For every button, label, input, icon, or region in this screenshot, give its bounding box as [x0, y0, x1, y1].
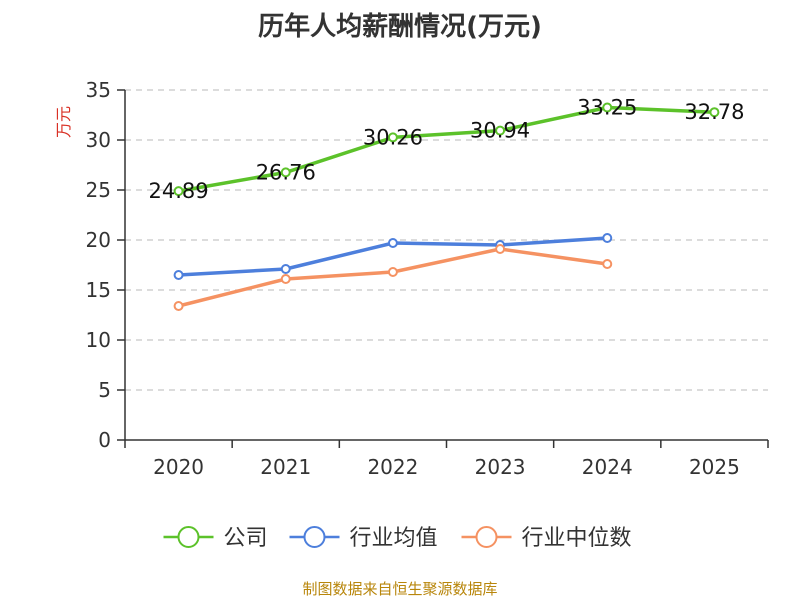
data-point: [280, 274, 291, 284]
legend: 公司 行业均值 行业中位数: [163, 526, 632, 551]
legend-marker-1: [303, 526, 326, 548]
data-point: [387, 132, 398, 143]
legend-label: 行业中位数: [522, 526, 632, 551]
data-label: 24.89: [149, 179, 209, 203]
y-tick-label: 15: [86, 278, 111, 302]
data-label: 30.94: [470, 119, 530, 143]
data-point: [173, 301, 184, 311]
y-tick-label: 35: [86, 78, 111, 102]
x-tick-label: 2020: [153, 455, 204, 479]
series-lines: [173, 102, 720, 311]
data-point: [602, 102, 613, 113]
x-tick-label: 2022: [367, 455, 418, 479]
data-point: [387, 267, 398, 277]
data-point: [495, 125, 506, 136]
data-point: [387, 238, 398, 248]
x-tick-label: 2021: [260, 455, 311, 479]
y-tick-label: 5: [98, 378, 111, 402]
data-point: [280, 264, 291, 274]
data-point: [280, 167, 291, 178]
series-line-2: [178, 247, 608, 308]
legend-label: 行业均值: [350, 526, 438, 551]
y-tick-label: 0: [98, 428, 111, 452]
chart-title: 历年人均薪酬情况(万元): [258, 12, 542, 42]
data-point: [173, 186, 184, 197]
data-label: 30.26: [363, 125, 423, 149]
legend-marker-2: [475, 526, 498, 548]
data-point: [602, 259, 613, 269]
source-footer: 制图数据来自恒生聚源数据库: [302, 580, 498, 598]
legend-marker-0: [177, 526, 200, 548]
data-label: 33.25: [577, 96, 637, 120]
y-tick-label: 25: [86, 178, 111, 202]
legend-label: 公司: [224, 526, 268, 551]
y-axis-label: 万元: [54, 106, 73, 138]
series-line-0: [178, 105, 715, 193]
x-tick-label: 2023: [475, 455, 526, 479]
data-label: 32.78: [684, 100, 744, 124]
y-tick-label: 10: [86, 328, 111, 352]
y-tick-label: 30: [86, 128, 111, 152]
data-point: [173, 270, 184, 280]
data-labels: 24.89 26.76 30.26 30.94 33.25 32.78: [149, 96, 745, 204]
data-point: [709, 107, 720, 118]
x-tick-label: 2024: [582, 455, 633, 479]
gridlines: [125, 89, 768, 391]
data-label: 26.76: [256, 160, 316, 184]
y-tick-label: 20: [86, 228, 111, 252]
data-point: [602, 233, 613, 243]
x-tick-label: 2025: [689, 455, 740, 479]
data-point: [495, 244, 506, 254]
